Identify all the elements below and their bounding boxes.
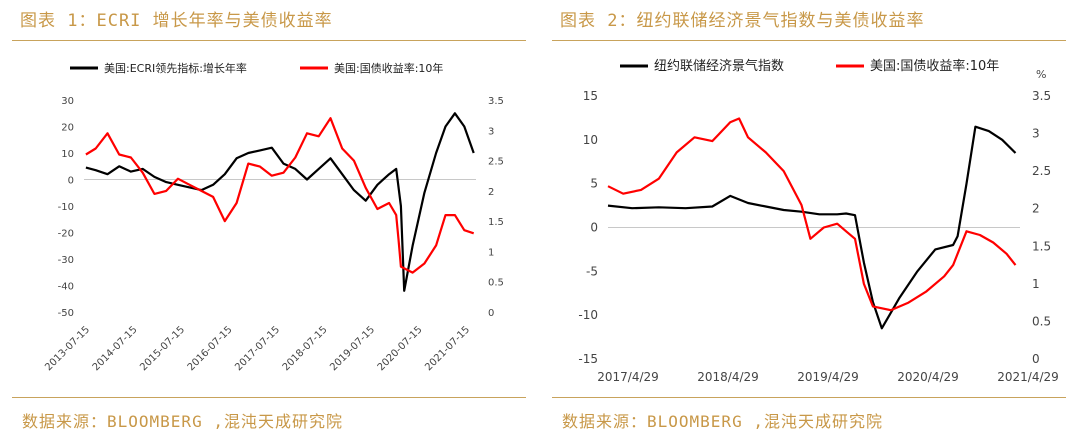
y-right-tick-label: 1 <box>488 247 494 258</box>
series-line-1 <box>85 117 475 274</box>
y-right-tick-label: 0.5 <box>1032 314 1051 328</box>
chart-title: 图表 2：纽约联储经济景气指数与美债收益率 <box>560 11 925 31</box>
legend-label-1: 美国:国债收益率:10年 <box>870 58 999 74</box>
series-line-0 <box>607 125 1017 330</box>
y-right-tick-label: 3 <box>1032 127 1040 141</box>
chart-panel-right: 图表 2：纽约联储经济景气指数与美债收益率 -15 -10 -5 0 5 10 15 0 0.5… <box>540 0 1080 437</box>
y-left-tick-label: 10 <box>583 133 598 147</box>
x-tick-label: 2019-07-15 <box>328 324 377 373</box>
y-left-tick-label: -40 <box>58 282 74 293</box>
y-right-tick-label: 2.5 <box>1032 164 1051 178</box>
y-left-tick-label: 10 <box>61 149 74 160</box>
y-right-tick-label: 0 <box>1032 352 1040 366</box>
x-tick-label: 2016-07-15 <box>186 324 235 373</box>
source-divider <box>12 397 526 398</box>
chart-2-plot: -15 -10 -5 0 5 10 15 0 0.5 1 1.5 2 2.5 3 3.5% 2017/4/29… <box>578 58 1059 384</box>
title-divider <box>12 40 526 41</box>
y-right-unit-label: % <box>1036 68 1046 81</box>
series-line-1 <box>607 117 1017 312</box>
y-left-tick-label: -50 <box>58 308 74 319</box>
y-left-tick-label: 0 <box>68 176 74 187</box>
x-tick-label: 2017/4/29 <box>597 370 659 384</box>
y-right-tick-label: 0.5 <box>488 278 504 289</box>
y-left-tick-label: 15 <box>583 89 598 103</box>
y-left-tick-label: 5 <box>590 177 598 191</box>
y-left-tick-label: -5 <box>586 264 598 278</box>
x-tick-label: 2014-07-15 <box>91 324 140 373</box>
series-line-0 <box>85 112 475 292</box>
x-tick-label: 2019/4/29 <box>797 370 859 384</box>
x-tick-label: 2018/4/29 <box>697 370 759 384</box>
x-tick-label: 2015-07-15 <box>138 324 187 373</box>
y-left-tick-label: 30 <box>61 96 74 107</box>
x-tick-label: 2021-07-15 <box>423 324 472 373</box>
y-left-tick-label: -20 <box>58 229 74 240</box>
y-right-tick-label: 2 <box>488 187 494 198</box>
title-divider <box>552 40 1066 41</box>
x-tick-label: 2021/4/29 <box>997 370 1059 384</box>
y-right-tick-label: 3 <box>488 126 494 137</box>
source-note: 数据来源：BLOOMBERG ,混沌天成研究院 <box>22 412 343 431</box>
y-right-tick-label: 2 <box>1032 202 1040 216</box>
x-tick-label: 2013-07-15 <box>43 324 92 373</box>
legend-label-0: 纽约联储经济景气指数 <box>654 58 784 74</box>
x-tick-label: 2020-07-15 <box>376 324 425 373</box>
y-right-tick-label: 3.5 <box>488 96 504 107</box>
y-left-tick-label: -15 <box>578 352 598 366</box>
legend-label-0: 美国:ECRI领先指标:增长年率 <box>104 61 247 75</box>
source-note: 数据来源：BLOOMBERG ,混沌天成研究院 <box>562 412 883 431</box>
x-tick-label: 2018-07-15 <box>281 324 330 373</box>
source-divider <box>552 397 1066 398</box>
y-right-tick-label: 0 <box>488 308 494 319</box>
y-right-tick-label: 1.5 <box>488 217 504 228</box>
y-left-tick-label: -10 <box>578 308 598 322</box>
chart-title: 图表 1：ECRI 增长年率与美债收益率 <box>20 11 333 31</box>
x-tick-label: 2017-07-15 <box>233 324 282 373</box>
legend-label-1: 美国:国债收益率:10年 <box>334 61 443 75</box>
y-right-tick-label: 2.5 <box>488 157 504 168</box>
y-right-tick-label: 1 <box>1032 277 1040 291</box>
y-left-tick-label: 20 <box>61 123 74 134</box>
y-left-tick-label: 0 <box>590 221 598 235</box>
y-left-tick-label: -30 <box>58 255 74 266</box>
y-left-tick-label: -10 <box>58 202 74 213</box>
x-tick-label: 2020/4/29 <box>897 370 959 384</box>
chart-1-plot: -50 -40 -30 -20 -10 0 10 20 30 0 0.5 1 1.5 2 2.5 3 3.5 20… <box>43 61 504 373</box>
y-right-tick-label: 1.5 <box>1032 239 1051 253</box>
y-right-tick-label: 3.5 <box>1032 89 1051 103</box>
chart-panel-left: 图表 1：ECRI 增长年率与美债收益率 -50 -40 -30 -20 -10 0 10 2… <box>12 11 526 431</box>
